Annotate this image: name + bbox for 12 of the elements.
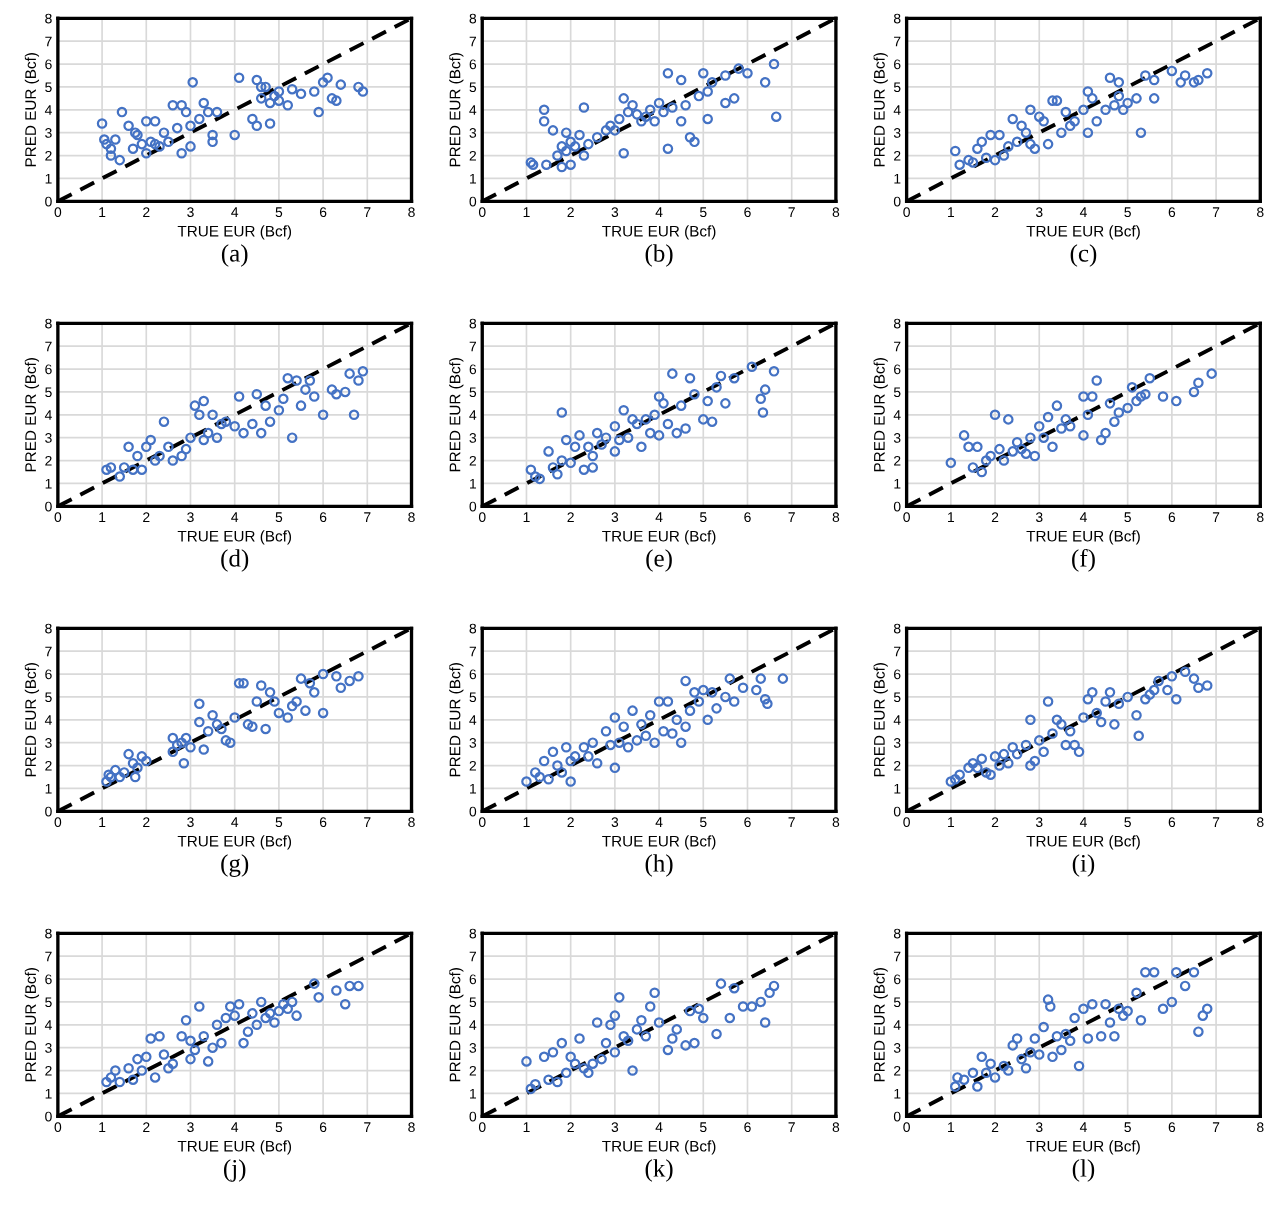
text: (c) [1070,244,1097,267]
text: (j) [224,1159,246,1182]
text: (d) [221,549,249,572]
text: (b) [645,244,673,267]
text: (e) [646,549,672,572]
text: (k) [645,1159,673,1182]
text: (h) [645,854,673,877]
text: (a) [221,244,248,267]
text: (l) [1072,1159,1095,1182]
text: (i) [1072,854,1095,877]
text: (g) [221,854,249,877]
text: (f) [1072,548,1095,572]
